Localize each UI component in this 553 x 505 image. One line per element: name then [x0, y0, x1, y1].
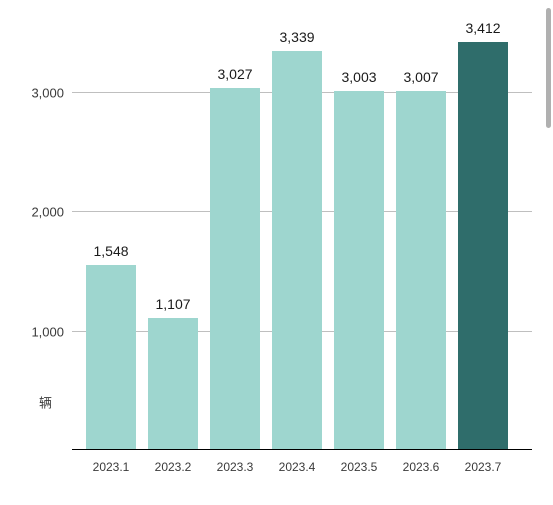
bar-value-label: 1,107 [155, 296, 190, 312]
bars-layer: 1,548 1,107 3,027 3,339 3,003 3,007 [72, 20, 532, 450]
x-axis-labels: 2023.1 2023.2 2023.3 2023.4 2023.5 2023.… [72, 460, 532, 490]
x-tick-label: 2023.1 [93, 460, 130, 474]
bar-value-label: 3,412 [465, 20, 500, 36]
bar-rect [210, 88, 260, 450]
bar-value-label: 3,003 [341, 69, 376, 85]
bar: 3,412 [458, 20, 508, 450]
bar-rect [272, 51, 322, 450]
bar: 3,003 [334, 20, 384, 450]
bar-value-label: 3,007 [403, 69, 438, 85]
y-tick-label: 3,000 [31, 85, 64, 100]
x-tick-label: 2023.6 [403, 460, 440, 474]
plot-area: 1,000 2,000 3,000 辆 1,548 1,107 3,027 [72, 20, 532, 450]
bar: 3,339 [272, 20, 322, 450]
x-axis-line [72, 449, 532, 450]
x-tick-label: 2023.5 [341, 460, 378, 474]
y-axis-unit-label: 辆 [39, 393, 52, 412]
x-tick-label: 2023.7 [465, 460, 502, 474]
bar: 1,107 [148, 20, 198, 450]
bar-rect [458, 42, 508, 450]
bar: 1,548 [86, 20, 136, 450]
bar-rect [396, 91, 446, 450]
bar-rect [334, 91, 384, 450]
bar-rect [86, 265, 136, 450]
x-tick-label: 2023.3 [217, 460, 254, 474]
x-tick-label: 2023.4 [279, 460, 316, 474]
bar-rect [148, 318, 198, 450]
bar-value-label: 1,548 [93, 243, 128, 259]
bar-value-label: 3,339 [279, 29, 314, 45]
y-tick-label: 1,000 [31, 324, 64, 339]
bar: 3,007 [396, 20, 446, 450]
bar: 3,027 [210, 20, 260, 450]
scrollbar-thumb[interactable] [546, 8, 551, 128]
y-tick-label: 2,000 [31, 205, 64, 220]
bar-value-label: 3,027 [217, 66, 252, 82]
x-tick-label: 2023.2 [155, 460, 192, 474]
chart-container: 1,000 2,000 3,000 辆 1,548 1,107 3,027 [0, 0, 553, 505]
